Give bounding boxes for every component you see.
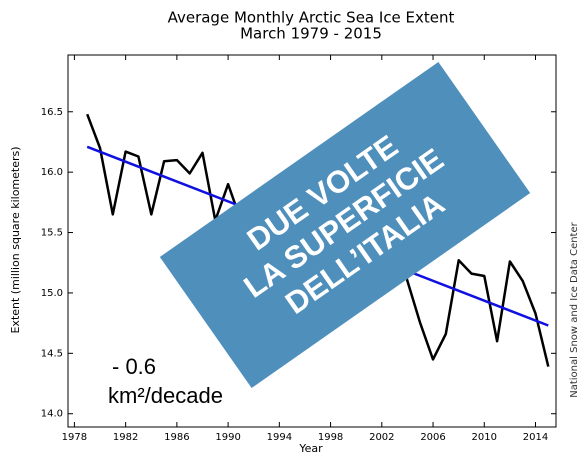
y-tick-label: 16.0 [41, 167, 63, 178]
chart-title: Average Monthly Arctic Sea Ice Extent [168, 9, 455, 27]
annotation: - 0.6 [112, 354, 156, 379]
x-tick-label: 2006 [420, 432, 445, 443]
plot-frame [67, 54, 557, 428]
y-axis-label: Extent (million square kilometers) [9, 146, 22, 333]
source: National Snow and Ice Data Center [569, 221, 580, 397]
banner-box [159, 61, 531, 389]
x-tick-label: 2010 [472, 432, 497, 443]
y-tick-label: 16.5 [41, 107, 63, 118]
x-tick-label: 2014 [523, 432, 548, 443]
chart-subtitle: March 1979 - 2015 [240, 25, 382, 43]
y-tick-label: 15.5 [41, 228, 63, 239]
x-tick-label: 1982 [113, 432, 138, 443]
x-tick-label: 1986 [164, 432, 189, 443]
x-tick-label: 2002 [369, 432, 394, 443]
x-tick-label: 1978 [62, 432, 87, 443]
x-tick-label: 1994 [267, 432, 292, 443]
y-tick-label: 15.0 [41, 288, 63, 299]
x-tick-label: 1990 [215, 432, 240, 443]
y-tick-label: 14.0 [41, 409, 63, 420]
y-tick-label: 14.5 [41, 348, 63, 359]
x-tick-label: 1998 [318, 432, 343, 443]
x-axis-label: Year [298, 442, 323, 455]
annotation: km²/decade [108, 383, 223, 408]
